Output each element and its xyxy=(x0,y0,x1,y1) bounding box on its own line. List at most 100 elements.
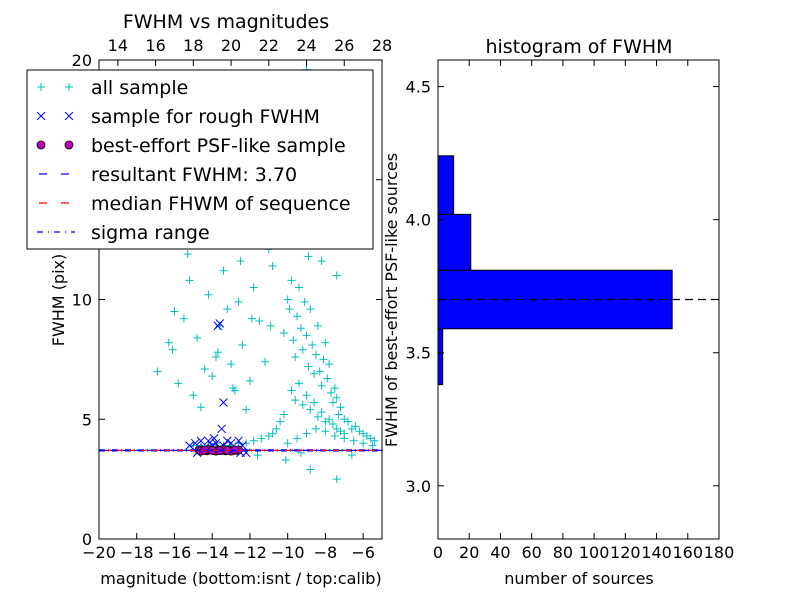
histogram-bar-0 xyxy=(437,328,444,386)
legend-box xyxy=(26,69,374,250)
histogram-title: histogram of FWHM xyxy=(485,36,672,58)
histogram-y-tick-label-3: 4.5 xyxy=(406,78,431,97)
all-sample-point-120 xyxy=(311,424,320,433)
all-sample-point-61 xyxy=(306,305,315,314)
all-sample-point-127 xyxy=(332,475,341,484)
scatter-ticks: −20 −18 −16 −14 −12 −10 −8 −6 14 16 18 20 22 24 26 28 0 5… xyxy=(72,36,393,562)
histogram-x-tick-label-0: 0 xyxy=(433,543,443,562)
histogram-data xyxy=(437,155,719,386)
all-sample-point-3 xyxy=(174,379,183,388)
all-sample-point-75 xyxy=(332,393,341,402)
all-sample-point-104 xyxy=(272,424,281,433)
all-sample-point-93 xyxy=(310,398,319,407)
histogram-x-tick-label-3: 60 xyxy=(521,543,541,562)
all-sample-point-8 xyxy=(196,403,205,412)
scatter-top-tick-label-0: 14 xyxy=(108,36,128,55)
all-sample-point-92 xyxy=(306,405,315,414)
all-sample-point-53 xyxy=(291,352,300,361)
all-sample-point-69 xyxy=(321,338,330,347)
all-sample-point-103 xyxy=(276,417,285,426)
all-sample-point-89 xyxy=(294,379,303,388)
all-sample-point-67 xyxy=(317,381,326,390)
scatter-x-tick-label-4: −12 xyxy=(233,543,267,562)
all-sample-point-63 xyxy=(310,369,319,378)
all-sample-point-72 xyxy=(327,388,336,397)
all-sample-point-23 xyxy=(255,317,264,326)
all-sample-point-52 xyxy=(289,336,298,345)
all-sample-point-121 xyxy=(321,427,330,436)
all-sample-point-1 xyxy=(164,338,173,347)
all-sample-point-44 xyxy=(317,257,326,266)
all-sample-point-130 xyxy=(347,451,356,460)
rough-sample-point-18 xyxy=(217,424,226,434)
all-sample-point-125 xyxy=(359,439,368,448)
all-sample-point-55 xyxy=(294,283,303,292)
scatter-x-tick-label-3: −14 xyxy=(195,543,229,562)
all-sample-point-122 xyxy=(330,432,339,441)
histogram-y-tick-label-0: 3.0 xyxy=(406,477,431,496)
all-sample-point-54 xyxy=(293,312,302,321)
all-sample-point-5 xyxy=(185,276,194,285)
scatter-top-tick-label-6: 26 xyxy=(334,36,354,55)
all-sample-point-10 xyxy=(204,290,213,299)
all-sample-point-7 xyxy=(193,333,202,342)
scatter-x-tick-label-6: −8 xyxy=(314,543,338,562)
all-sample-point-134 xyxy=(213,348,222,357)
all-sample-point-123 xyxy=(340,434,349,443)
legend-entry-3: resultant FWHM: 3.70 xyxy=(37,164,297,186)
legend-entry-0: all sample xyxy=(37,77,188,99)
scatter-y-tick-label-2: 10 xyxy=(72,291,92,310)
all-sample-point-26 xyxy=(268,261,277,270)
all-sample-point-29 xyxy=(283,295,292,304)
histogram-x-tick-label-5: 100 xyxy=(579,543,610,562)
all-sample-point-56 xyxy=(296,324,305,333)
all-sample-point-129 xyxy=(281,455,290,464)
scatter-x-tick-label-7: −6 xyxy=(351,543,375,562)
all-sample-point-79 xyxy=(344,417,353,426)
legend-entry-1: sample for rough FWHM xyxy=(36,106,320,128)
all-sample-point-107 xyxy=(257,434,266,443)
all-sample-point-22 xyxy=(249,283,258,292)
all-sample-point-59 xyxy=(302,331,311,340)
all-sample-point-133 xyxy=(228,384,237,393)
legend-marker-x-1 xyxy=(64,111,74,121)
rough-sample-point-0 xyxy=(185,441,194,450)
scatter-y-tick-label-1: 5 xyxy=(82,410,92,429)
legend-label-3: resultant FWHM: 3.70 xyxy=(91,164,297,186)
all-sample-point-128 xyxy=(306,465,315,474)
scatter-y-label: FWHM (pix) xyxy=(49,254,68,347)
legend: all sample sample for rough FWHM best-effo… xyxy=(26,69,374,250)
histogram-y-label: FWHM of best-effort PSF-like sources xyxy=(382,153,401,447)
all-sample-point-73 xyxy=(328,398,337,407)
all-sample-point-102 xyxy=(279,410,288,419)
histogram-x-tick-label-1: 20 xyxy=(459,543,479,562)
all-sample-point-97 xyxy=(325,415,334,424)
all-sample-point-106 xyxy=(264,432,273,441)
all-sample-point-28 xyxy=(279,329,288,338)
histogram-x-tick-label-2: 40 xyxy=(490,543,510,562)
scatter-x-tick-label-5: −10 xyxy=(271,543,305,562)
rough-sample-point-17 xyxy=(213,321,223,331)
scatter-y-tick-label-4: 20 xyxy=(72,51,92,70)
all-sample-point-57 xyxy=(298,345,307,354)
scatter-title: FWHM vs magnitudes xyxy=(123,11,329,33)
all-sample-point-65 xyxy=(313,321,322,330)
all-sample-point-86 xyxy=(370,436,379,445)
legend-label-1: sample for rough FWHM xyxy=(91,106,320,128)
all-sample-point-19 xyxy=(238,341,247,350)
scatter-y-tick-label-0: 0 xyxy=(82,530,92,549)
all-sample-point-74 xyxy=(330,384,339,393)
all-sample-point-119 xyxy=(302,429,311,438)
legend-label-2: best-effort PSF-like sample xyxy=(91,135,346,157)
all-sample-point-62 xyxy=(308,341,317,350)
all-sample-point-48 xyxy=(332,271,341,280)
legend-marker-circle-1 xyxy=(64,140,74,150)
legend-entry-5: sigma range xyxy=(37,222,210,244)
all-sample-point-90 xyxy=(298,400,307,409)
rough-sample-point-2 xyxy=(196,436,206,446)
all-sample-point-51 xyxy=(287,276,296,285)
all-sample-point-140 xyxy=(170,307,179,316)
all-sample-point-2 xyxy=(168,345,177,354)
all-sample-point-58 xyxy=(300,297,309,306)
all-sample-point-108 xyxy=(249,436,258,445)
